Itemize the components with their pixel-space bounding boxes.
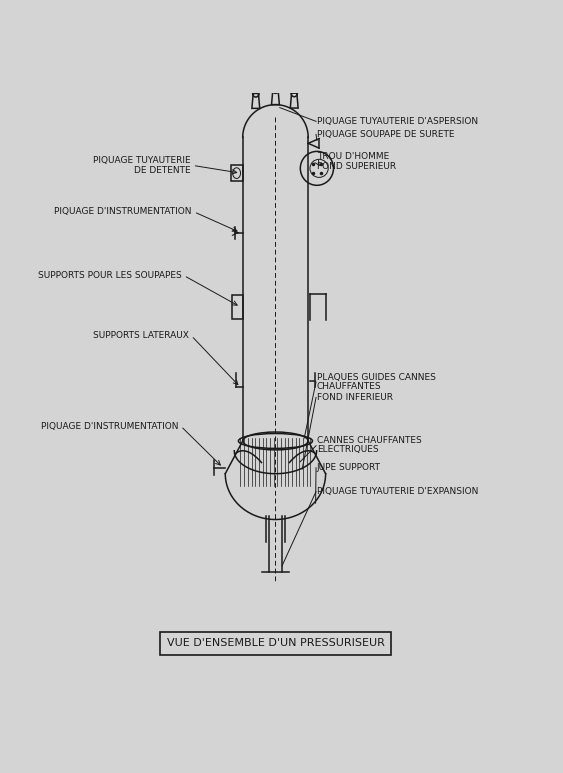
Text: PIQUAGE TUYAUTERIE
DE DETENTE: PIQUAGE TUYAUTERIE DE DETENTE xyxy=(93,155,190,175)
Text: PLAQUES GUIDES CANNES: PLAQUES GUIDES CANNES xyxy=(317,373,436,382)
Text: PIQUAGE D'INSTRUMENTATION: PIQUAGE D'INSTRUMENTATION xyxy=(41,421,178,431)
Text: JUPE SUPPORT: JUPE SUPPORT xyxy=(317,463,381,472)
Text: VUE D'ENSEMBLE D'UN PRESSURISEUR: VUE D'ENSEMBLE D'UN PRESSURISEUR xyxy=(167,638,385,649)
Text: ELECTRIQUES: ELECTRIQUES xyxy=(317,445,378,455)
Text: FOND INFERIEUR: FOND INFERIEUR xyxy=(317,393,393,402)
Text: CHAUFFANTES: CHAUFFANTES xyxy=(317,382,382,390)
Text: PIQUAGE D'INSTRUMENTATION: PIQUAGE D'INSTRUMENTATION xyxy=(54,207,191,216)
Text: CANNES CHAUFFANTES: CANNES CHAUFFANTES xyxy=(317,437,422,445)
Text: FOND SUPERIEUR: FOND SUPERIEUR xyxy=(317,162,396,171)
Text: SUPPORTS LATERAUX: SUPPORTS LATERAUX xyxy=(93,331,189,340)
Text: PIQUAGE SOUPAPE DE SURETE: PIQUAGE SOUPAPE DE SURETE xyxy=(317,130,454,139)
Text: PIQUAGE TUYAUTERIE D'ASPERSION: PIQUAGE TUYAUTERIE D'ASPERSION xyxy=(317,117,478,126)
Text: SUPPORTS POUR LES SOUPAPES: SUPPORTS POUR LES SOUPAPES xyxy=(38,271,182,280)
Text: TROU D'HOMME: TROU D'HOMME xyxy=(317,152,389,161)
Text: PIQUAGE TUYAUTERIE D'EXPANSION: PIQUAGE TUYAUTERIE D'EXPANSION xyxy=(317,487,479,496)
